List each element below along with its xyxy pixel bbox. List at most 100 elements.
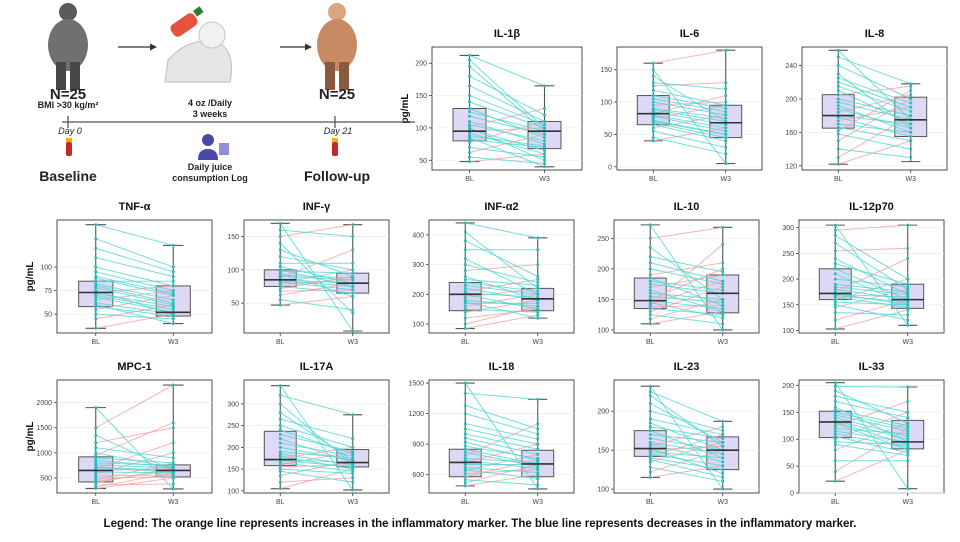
- data-point: [648, 460, 652, 464]
- arrow-icon: [280, 43, 312, 51]
- data-point: [94, 270, 98, 274]
- data-point: [463, 304, 467, 308]
- decrease-line: [95, 283, 174, 301]
- x-tick-label: BL: [276, 339, 285, 346]
- decrease-line: [653, 89, 726, 106]
- data-point: [836, 72, 840, 76]
- decrease-line: [465, 469, 538, 480]
- data-point: [94, 289, 98, 293]
- data-point: [94, 256, 98, 260]
- chart-il-8: IL-8 120 160 200 240 BL W3: [770, 25, 955, 190]
- decrease-line: [95, 452, 174, 469]
- data-point: [651, 100, 655, 104]
- data-point: [648, 267, 652, 271]
- decrease-line: [834, 224, 909, 326]
- data-point: [833, 435, 837, 438]
- decrease-line: [650, 466, 723, 482]
- data-point: [724, 103, 728, 107]
- data-point: [836, 110, 840, 114]
- data-point: [648, 401, 652, 405]
- data-point: [721, 425, 725, 429]
- data-point: [648, 394, 652, 398]
- increase-line: [95, 313, 174, 329]
- increase-line: [469, 108, 545, 128]
- x-tick-label: BL: [461, 499, 470, 506]
- data-point: [463, 484, 467, 488]
- y-tick-label: 1000: [36, 450, 52, 457]
- data-point: [724, 145, 728, 149]
- data-point: [648, 421, 652, 425]
- decrease-line: [835, 263, 908, 285]
- data-point: [351, 308, 355, 312]
- data-point: [463, 307, 467, 311]
- decrease-line: [465, 433, 538, 450]
- data-point: [833, 416, 837, 420]
- increase-line: [280, 224, 353, 238]
- data-point: [463, 453, 467, 457]
- data-point: [721, 487, 725, 491]
- data-point: [278, 265, 282, 269]
- data-point: [721, 433, 725, 437]
- decrease-line: [280, 429, 353, 455]
- day0-label: Day 0: [58, 126, 82, 136]
- data-point: [648, 285, 652, 289]
- increase-line: [465, 264, 538, 272]
- data-point: [906, 223, 910, 227]
- data-point: [906, 437, 910, 441]
- y-tick-label: 150: [782, 302, 794, 309]
- data-point: [171, 451, 175, 455]
- data-point: [171, 461, 175, 465]
- increase-line: [838, 94, 911, 113]
- data-point: [721, 444, 725, 448]
- decrease-line: [650, 418, 723, 436]
- decrease-line: [469, 108, 545, 139]
- increase-line: [465, 469, 538, 475]
- data-point: [278, 241, 282, 245]
- decrease-line: [280, 462, 353, 472]
- data-point: [724, 81, 728, 85]
- data-point: [648, 273, 652, 277]
- data-point: [94, 298, 98, 302]
- decrease-line: [653, 108, 726, 119]
- decrease-line: [835, 406, 908, 443]
- y-tick-label: 150: [227, 467, 239, 474]
- y-tick-label: 0: [608, 164, 612, 171]
- data-point: [463, 269, 467, 273]
- data-point: [909, 82, 913, 86]
- chart-il-6: IL-6 0 50 100 150 BL W3: [585, 25, 770, 190]
- data-point: [94, 312, 98, 316]
- data-point: [171, 426, 175, 430]
- data-point: [543, 123, 546, 127]
- data-point: [94, 326, 98, 330]
- data-point: [721, 464, 725, 468]
- data-point: [906, 292, 910, 296]
- data-point: [463, 310, 467, 314]
- x-tick-label: W3: [718, 339, 729, 346]
- decrease-line: [464, 231, 539, 289]
- data-point: [836, 125, 840, 129]
- chart-title: IL-10: [674, 201, 700, 213]
- data-point: [351, 284, 355, 288]
- data-point: [351, 445, 355, 449]
- data-point: [836, 80, 840, 84]
- data-point: [171, 487, 175, 491]
- y-tick-label: 1200: [408, 411, 424, 418]
- data-point: [648, 245, 652, 249]
- y-axis-label: pg/mL: [25, 262, 36, 292]
- data-point: [721, 261, 725, 265]
- data-point: [721, 304, 725, 308]
- data-point: [833, 459, 837, 463]
- data-point: [909, 139, 913, 143]
- x-tick-label: BL: [649, 176, 658, 183]
- data-point: [724, 113, 728, 117]
- decrease-line: [650, 391, 723, 422]
- data-point: [278, 487, 282, 491]
- data-point: [463, 447, 467, 451]
- data-point: [724, 110, 728, 114]
- y-tick-label: 1500: [36, 425, 52, 432]
- data-point: [94, 456, 98, 460]
- data-point: [278, 424, 282, 428]
- data-point: [536, 442, 540, 446]
- data-point: [171, 456, 175, 460]
- increase-line: [835, 224, 908, 231]
